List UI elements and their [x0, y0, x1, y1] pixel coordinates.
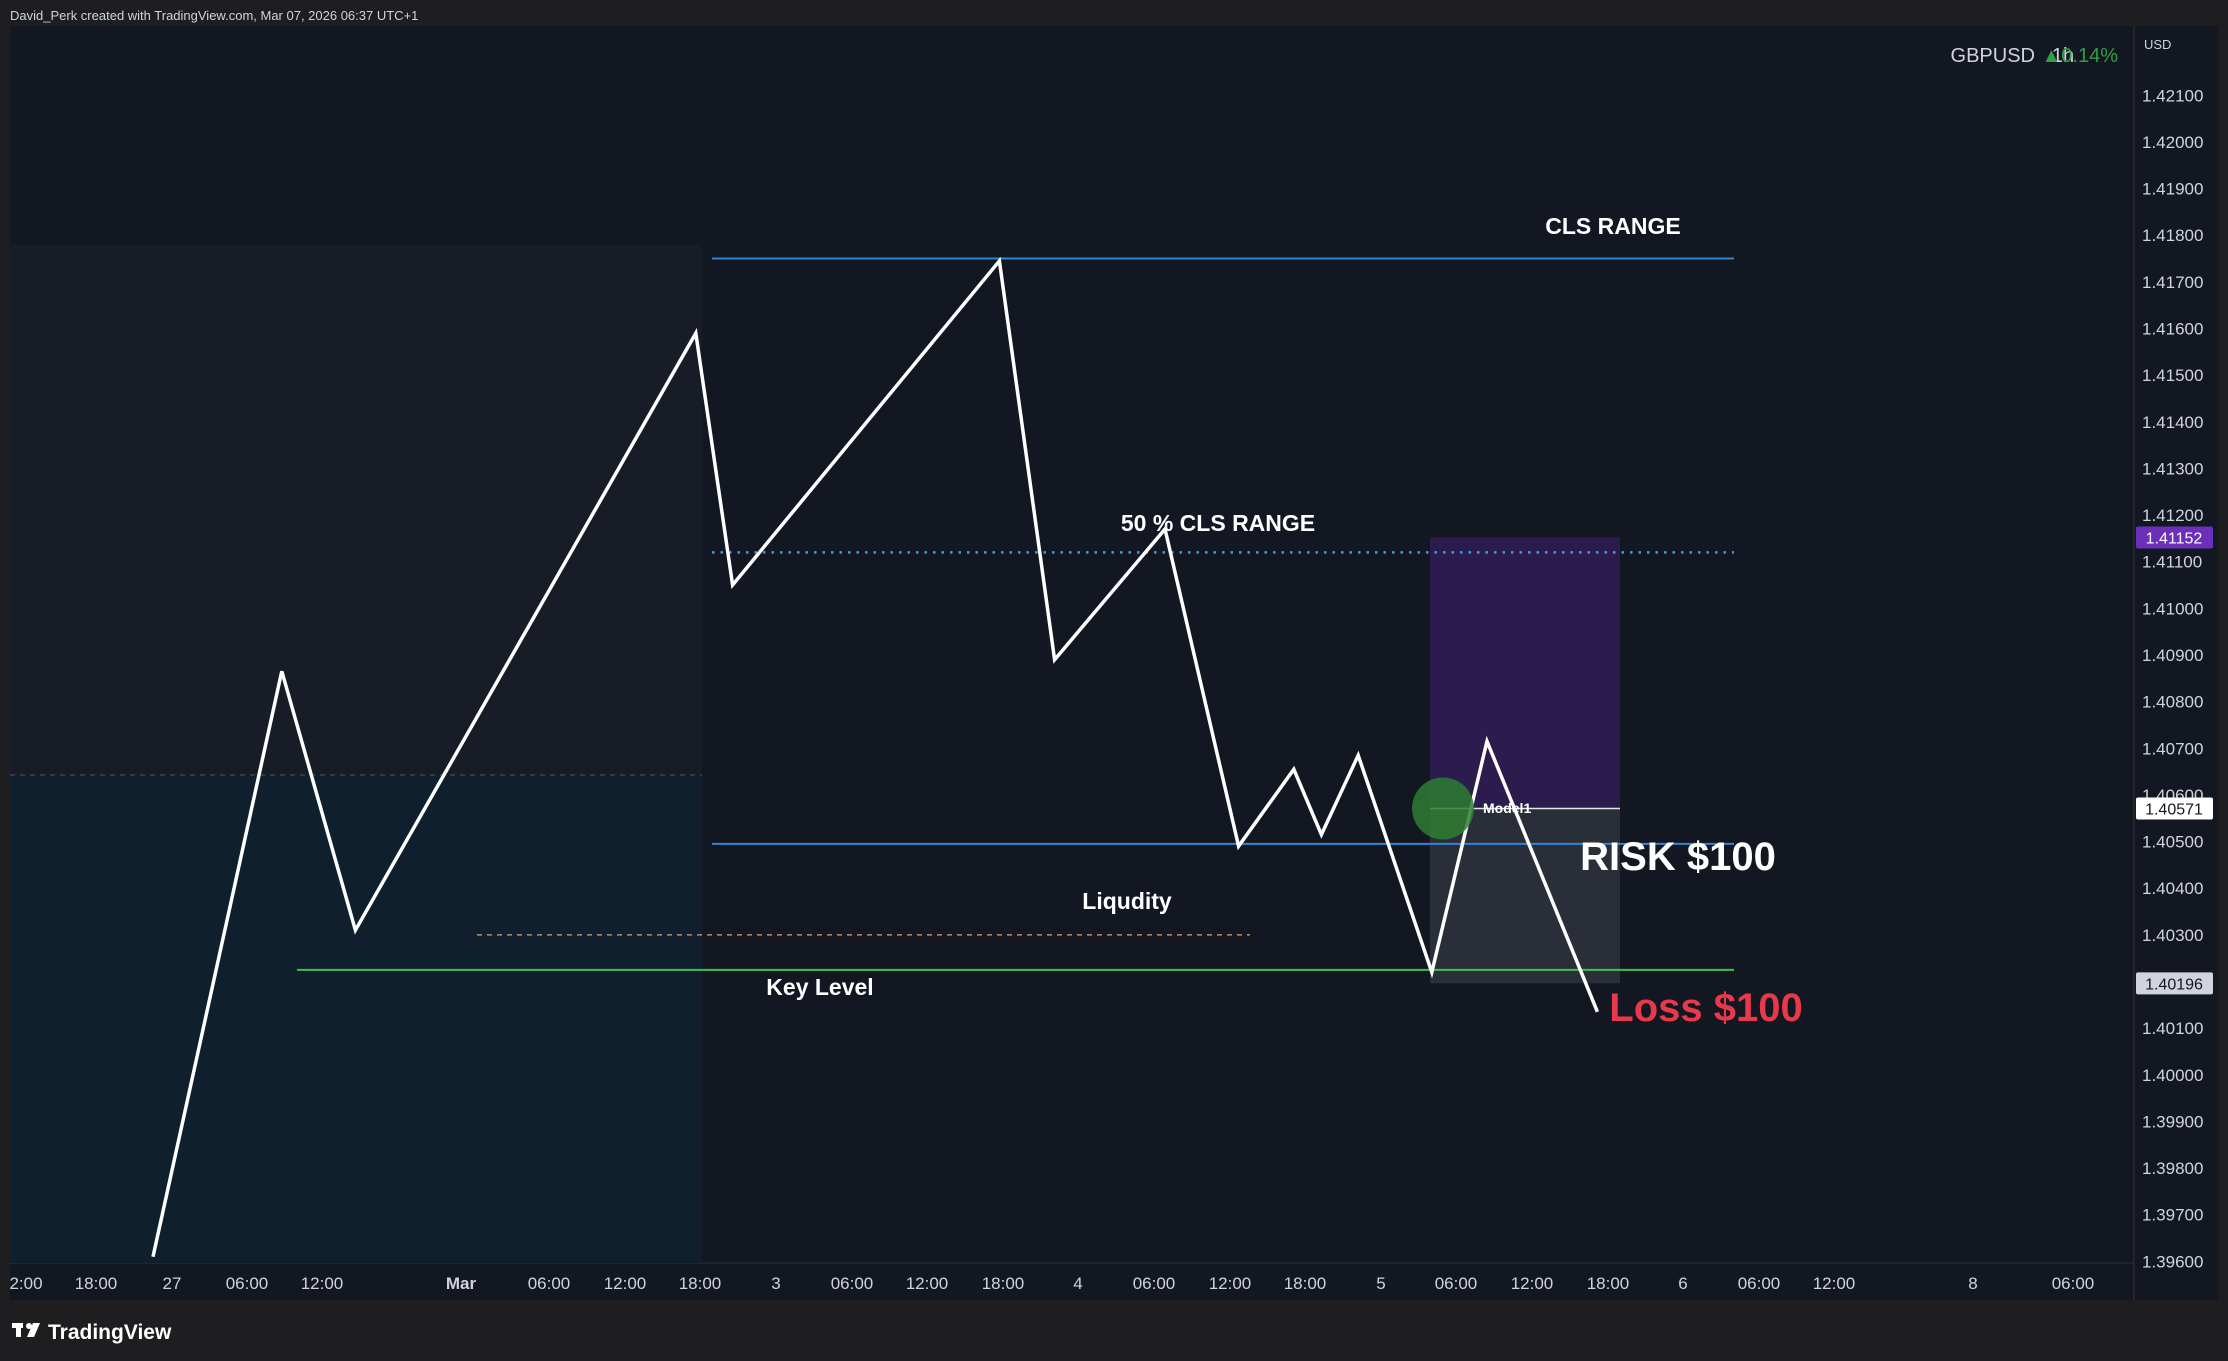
price-line[interactable] [151, 256, 1600, 1258]
key-level-label[interactable]: Key Level [766, 974, 873, 1000]
time-tick-label: 8 [1968, 1274, 1977, 1293]
time-tick-label: 12:00 [604, 1274, 647, 1293]
time-tick-label: 6 [1678, 1274, 1687, 1293]
time-tick-label: Mar [446, 1274, 477, 1293]
price-tick-label: 1.40800 [2142, 693, 2203, 712]
tradingview-wordmark: TradingView [48, 1321, 172, 1344]
price-badge-label: 1.40571 [2145, 801, 2203, 818]
time-tick-label: 06:00 [2052, 1274, 2095, 1293]
price-tick-label: 1.41100 [2142, 553, 2202, 572]
price-tick-label: 1.39700 [2142, 1206, 2203, 1225]
time-ticks: 2:00 18:00 27 06:00 12:00 Mar 06:00 12:00 18:00 3… [9, 1274, 2094, 1293]
risk-label[interactable]: RISK $100 [1580, 835, 1776, 879]
price-badge [2136, 526, 2213, 549]
change-percent: ▲0.14% [2041, 45, 2118, 67]
time-tick-label: 06:00 [1435, 1274, 1478, 1293]
time-tick-label: 18:00 [75, 1274, 118, 1293]
price-tick-label: 1.40300 [2142, 926, 2203, 945]
symbol-name: GBPUSD [1951, 45, 2035, 67]
price-tick-label: 1.42100 [2142, 86, 2203, 105]
attribution-text: David_Perk created with TradingView.com,… [10, 8, 418, 23]
price-tick-label: 1.41900 [2142, 180, 2203, 199]
cls-50-label[interactable]: 50 % CLS RANGE [1121, 510, 1315, 536]
price-tick-label: 1.40500 [2142, 833, 2203, 852]
price-tick-label: 1.41700 [2142, 273, 2203, 292]
time-tick-label: 4 [1073, 1274, 1082, 1293]
price-tick-label: 1.39800 [2142, 1159, 2203, 1178]
time-tick-label: 06:00 [1133, 1274, 1176, 1293]
price-tick-label: 1.42000 [2142, 133, 2203, 152]
price-tick-label: 1.41600 [2142, 320, 2203, 339]
price-badge-label: 1.41152 [2146, 530, 2203, 547]
time-tick-label: 12:00 [906, 1274, 949, 1293]
price-axis-pane[interactable] [2135, 26, 2218, 1300]
price-badge-label: 1.40196 [2145, 976, 2203, 993]
time-tick-label: 06:00 [226, 1274, 269, 1293]
liquidity-label[interactable]: Liqudity [1082, 888, 1172, 914]
cls-range-label[interactable]: CLS RANGE [1545, 213, 1680, 239]
time-tick-label: 12:00 [1511, 1274, 1554, 1293]
price-tick-label: 1.40000 [2142, 1066, 2203, 1085]
price-tick-label: 1.40400 [2142, 879, 2203, 898]
price-tick-label: 1.39600 [2142, 1252, 2203, 1271]
price-tick-label: 1.41800 [2142, 226, 2203, 245]
price-tick-label: 1.41400 [2142, 413, 2203, 432]
price-tick-label: 1.40700 [2142, 739, 2203, 758]
price-badge [2136, 972, 2213, 995]
time-tick-label: 3 [771, 1274, 780, 1293]
entry-marker[interactable] [1412, 777, 1474, 840]
price-tick-label: 1.41300 [2142, 459, 2203, 478]
time-tick-label: 5 [1376, 1274, 1385, 1293]
model-label: Model1 [1483, 800, 1531, 816]
time-tick-label: 06:00 [831, 1274, 874, 1293]
price-badge [2136, 797, 2213, 820]
tradingview-logo-icon [12, 1323, 40, 1337]
time-tick-label: 12:00 [301, 1274, 344, 1293]
target-zone[interactable] [1430, 537, 1620, 809]
symbol-legend[interactable]: GBPUSD 1h ▲0.14% [1951, 45, 2119, 67]
price-tick-label: 1.41000 [2142, 599, 2203, 618]
time-tick-label: 18:00 [1587, 1274, 1630, 1293]
time-axis-pane[interactable] [10, 1264, 2133, 1300]
time-tick-label: 06:00 [528, 1274, 571, 1293]
time-tick-label: 18:00 [679, 1274, 722, 1293]
price-tick-label: 1.41200 [2142, 506, 2203, 525]
time-tick-label: 06:00 [1738, 1274, 1781, 1293]
time-tick-label: 12:00 [1209, 1274, 1252, 1293]
tradingview-logo[interactable]: TradingView [12, 1321, 172, 1344]
price-tick-label: 1.41500 [2142, 366, 2203, 385]
time-tick-label: 27 [163, 1274, 182, 1293]
time-tick-label: 18:00 [1284, 1274, 1327, 1293]
loss-label[interactable]: Loss $100 [1609, 986, 1802, 1030]
time-tick-label: 18:00 [982, 1274, 1025, 1293]
price-badges: 1.41152 1.40571 1.40196 [2136, 526, 2213, 995]
currency-label[interactable]: USD [2144, 37, 2171, 52]
interval-label: 1h [2052, 45, 2074, 67]
price-tick-label: 1.40100 [2142, 1019, 2203, 1038]
time-tick-label: 2:00 [9, 1274, 42, 1293]
prior-session-lower-shade [10, 775, 702, 1263]
time-tick-label: 12:00 [1813, 1274, 1856, 1293]
price-tick-label: 1.39900 [2142, 1112, 2203, 1131]
price-tick-label: 1.40900 [2142, 646, 2203, 665]
